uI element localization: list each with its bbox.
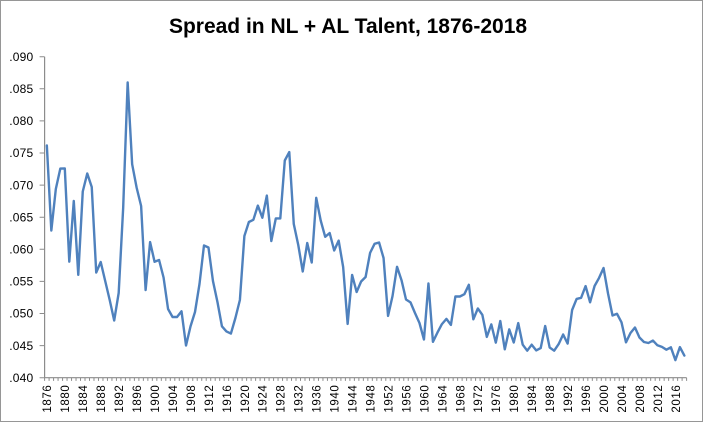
svg-text:1992: 1992 (563, 385, 575, 413)
svg-text:1948: 1948 (365, 385, 377, 413)
svg-text:1900: 1900 (150, 385, 162, 413)
svg-text:1916: 1916 (222, 385, 234, 413)
svg-text:1944: 1944 (348, 385, 360, 413)
svg-text:1888: 1888 (96, 385, 108, 413)
svg-text:1904: 1904 (168, 385, 180, 413)
svg-text:.045: .045 (9, 339, 33, 353)
svg-text:1952: 1952 (383, 385, 395, 413)
svg-text:1940: 1940 (330, 385, 342, 413)
svg-text:1972: 1972 (473, 385, 485, 413)
svg-text:1984: 1984 (527, 385, 539, 413)
svg-text:2016: 2016 (671, 385, 683, 413)
svg-text:1968: 1968 (455, 385, 467, 413)
svg-text:1896: 1896 (132, 385, 144, 413)
svg-text:.080: .080 (9, 114, 33, 128)
svg-text:.070: .070 (9, 178, 33, 192)
svg-text:1932: 1932 (294, 385, 306, 413)
svg-text:1988: 1988 (545, 385, 557, 413)
svg-text:1976: 1976 (491, 385, 503, 413)
svg-text:2004: 2004 (617, 385, 629, 413)
svg-text:1980: 1980 (509, 385, 521, 413)
svg-text:Spread in NL + AL Talent, 1876: Spread in NL + AL Talent, 1876-2018 (169, 15, 527, 38)
svg-text:1924: 1924 (258, 385, 270, 413)
svg-text:1920: 1920 (240, 385, 252, 413)
svg-text:.090: .090 (9, 50, 33, 64)
svg-text:.055: .055 (9, 275, 33, 289)
svg-text:1996: 1996 (581, 385, 593, 413)
svg-text:1912: 1912 (204, 385, 216, 413)
svg-text:2008: 2008 (635, 385, 647, 413)
svg-text:1960: 1960 (419, 385, 431, 413)
svg-text:2000: 2000 (599, 385, 611, 413)
svg-text:.065: .065 (9, 210, 33, 224)
svg-text:1876: 1876 (42, 385, 54, 413)
svg-text:1884: 1884 (78, 385, 90, 413)
svg-text:1892: 1892 (114, 385, 126, 413)
svg-text:.085: .085 (9, 82, 33, 96)
svg-text:1936: 1936 (312, 385, 324, 413)
svg-text:1928: 1928 (276, 385, 288, 413)
svg-text:1880: 1880 (60, 385, 72, 413)
svg-text:.040: .040 (9, 371, 33, 385)
svg-text:1964: 1964 (437, 385, 449, 413)
svg-text:1908: 1908 (186, 385, 198, 413)
svg-text:.060: .060 (9, 243, 33, 257)
svg-text:2012: 2012 (653, 385, 665, 413)
svg-text:.050: .050 (9, 307, 33, 321)
svg-text:.075: .075 (9, 146, 33, 160)
svg-text:1956: 1956 (401, 385, 413, 413)
